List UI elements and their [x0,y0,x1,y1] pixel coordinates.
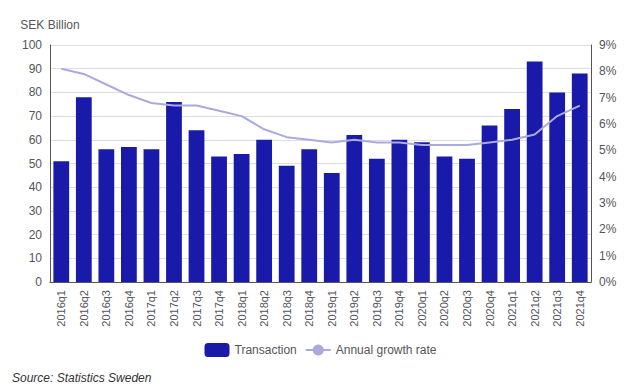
svg-text:SEK Billion: SEK Billion [20,18,79,32]
svg-text:80: 80 [29,85,43,99]
svg-text:20: 20 [29,228,43,242]
svg-text:Source: Statistics Sweden: Source: Statistics Sweden [12,371,152,385]
svg-text:4%: 4% [599,170,617,184]
svg-text:9%: 9% [599,38,617,52]
svg-text:2021q2: 2021q2 [529,290,541,327]
svg-text:100: 100 [22,38,42,52]
svg-text:30: 30 [29,204,43,218]
svg-text:2018q3: 2018q3 [281,290,293,327]
svg-text:2017q2: 2017q2 [168,290,180,327]
svg-text:2021q3: 2021q3 [551,290,563,327]
svg-text:2016q1: 2016q1 [55,290,67,327]
svg-text:2021q4: 2021q4 [574,290,586,327]
svg-text:2018q4: 2018q4 [303,290,315,327]
svg-text:2018q2: 2018q2 [258,290,270,327]
svg-text:2016q3: 2016q3 [100,290,112,327]
svg-text:2020q1: 2020q1 [416,290,428,327]
svg-text:5%: 5% [599,143,617,157]
svg-text:2020q3: 2020q3 [461,290,473,327]
svg-text:40: 40 [29,180,43,194]
svg-text:2020q4: 2020q4 [484,290,496,327]
svg-text:0%: 0% [599,275,617,289]
svg-text:2018q1: 2018q1 [236,290,248,327]
svg-text:60: 60 [29,133,43,147]
svg-text:2016q2: 2016q2 [78,290,90,327]
svg-text:2019q3: 2019q3 [371,290,383,327]
svg-text:70: 70 [29,109,43,123]
svg-text:7%: 7% [599,91,617,105]
svg-text:3%: 3% [599,196,617,210]
svg-text:8%: 8% [599,64,617,78]
svg-text:2021q1: 2021q1 [506,290,518,327]
svg-text:1%: 1% [599,249,617,263]
svg-text:2019q1: 2019q1 [326,290,338,327]
svg-text:2016q4: 2016q4 [123,290,135,327]
svg-text:2020q2: 2020q2 [438,290,450,327]
svg-text:2017q3: 2017q3 [191,290,203,327]
svg-text:2%: 2% [599,222,617,236]
svg-text:2019q4: 2019q4 [393,290,405,327]
svg-text:2017q4: 2017q4 [213,290,225,327]
svg-text:Transaction: Transaction [235,343,297,357]
svg-text:6%: 6% [599,117,617,131]
svg-text:0: 0 [35,275,42,289]
svg-text:50: 50 [29,157,43,171]
svg-text:Annual growth rate: Annual growth rate [336,343,437,357]
svg-text:90: 90 [29,62,43,76]
svg-text:2017q1: 2017q1 [145,290,157,327]
svg-text:10: 10 [29,251,43,265]
svg-text:2019q2: 2019q2 [348,290,360,327]
